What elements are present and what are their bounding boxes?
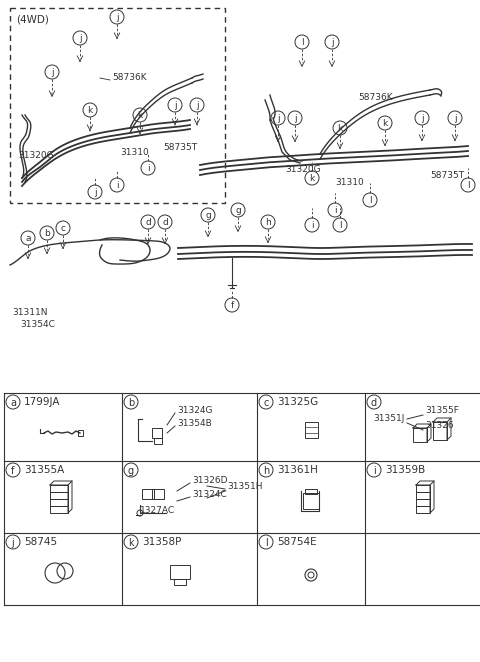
Text: d: d bbox=[145, 218, 151, 227]
Text: 31351H: 31351H bbox=[227, 482, 263, 491]
Text: 31358P: 31358P bbox=[142, 537, 181, 547]
Bar bbox=[303, 493, 319, 509]
Text: b: b bbox=[128, 397, 134, 408]
Text: j: j bbox=[276, 114, 279, 123]
Text: j: j bbox=[51, 68, 53, 77]
Text: 31326D: 31326D bbox=[192, 476, 228, 485]
Bar bbox=[10, 8, 225, 203]
Bar bbox=[433, 422, 447, 440]
Text: 31351J: 31351J bbox=[373, 414, 404, 423]
Text: i: i bbox=[311, 221, 313, 230]
Text: l: l bbox=[467, 181, 469, 190]
Text: 58736K: 58736K bbox=[358, 93, 393, 102]
Bar bbox=[174, 579, 186, 585]
Text: j: j bbox=[116, 13, 118, 22]
Text: l: l bbox=[264, 538, 267, 547]
Text: j: j bbox=[94, 188, 96, 197]
Text: h: h bbox=[265, 218, 271, 227]
Bar bbox=[416, 492, 430, 499]
Text: k: k bbox=[337, 124, 343, 133]
Text: j: j bbox=[420, 114, 423, 123]
Bar bbox=[413, 428, 427, 442]
Text: 31320G: 31320G bbox=[18, 151, 54, 160]
Text: 31361H: 31361H bbox=[277, 465, 318, 475]
Text: c: c bbox=[60, 224, 65, 233]
Text: i: i bbox=[372, 465, 375, 475]
Text: g: g bbox=[128, 465, 134, 475]
Text: j: j bbox=[79, 34, 81, 43]
Text: 1799JA: 1799JA bbox=[24, 397, 60, 407]
Bar bbox=[78, 430, 83, 436]
Text: g: g bbox=[235, 206, 241, 215]
Bar bbox=[416, 499, 430, 506]
Text: 31355F: 31355F bbox=[425, 406, 459, 415]
Text: 31320G: 31320G bbox=[285, 165, 321, 174]
Bar bbox=[50, 485, 68, 492]
Text: 31326: 31326 bbox=[425, 421, 454, 430]
Text: 31324C: 31324C bbox=[192, 490, 227, 499]
Text: j: j bbox=[174, 101, 176, 110]
Bar bbox=[152, 428, 162, 438]
Text: f: f bbox=[230, 301, 234, 310]
Text: d: d bbox=[371, 397, 377, 408]
Bar bbox=[142, 489, 154, 499]
Text: 31324G: 31324G bbox=[177, 406, 213, 415]
Text: a: a bbox=[10, 397, 16, 408]
Text: 58735T: 58735T bbox=[430, 171, 464, 180]
Text: 31354C: 31354C bbox=[20, 320, 55, 329]
Text: l: l bbox=[369, 196, 372, 205]
Text: 31359B: 31359B bbox=[385, 465, 425, 475]
Text: i: i bbox=[116, 181, 118, 190]
Bar bbox=[50, 492, 68, 499]
Text: i: i bbox=[147, 164, 149, 173]
Bar bbox=[416, 506, 430, 513]
Bar bbox=[152, 489, 164, 499]
Text: (4WD): (4WD) bbox=[16, 14, 49, 24]
Bar bbox=[305, 422, 318, 438]
Bar bbox=[50, 499, 68, 506]
Text: j: j bbox=[12, 538, 14, 547]
Bar bbox=[154, 438, 162, 444]
Text: k: k bbox=[310, 174, 314, 183]
Bar bbox=[305, 489, 317, 494]
Text: k: k bbox=[137, 111, 143, 120]
Text: 31355A: 31355A bbox=[24, 465, 64, 475]
Text: 31311N: 31311N bbox=[12, 308, 48, 317]
Text: i: i bbox=[334, 206, 336, 215]
Text: 58745: 58745 bbox=[24, 537, 57, 547]
Text: k: k bbox=[128, 538, 134, 547]
Bar bbox=[50, 506, 68, 513]
Bar bbox=[416, 485, 430, 492]
Text: f: f bbox=[12, 465, 15, 475]
Text: k: k bbox=[87, 106, 93, 115]
Text: 31325G: 31325G bbox=[277, 397, 318, 407]
Bar bbox=[170, 565, 190, 579]
Text: d: d bbox=[162, 218, 168, 227]
Text: j: j bbox=[196, 101, 198, 110]
Text: k: k bbox=[383, 119, 388, 128]
Text: 1327AC: 1327AC bbox=[140, 506, 175, 515]
Text: 58754E: 58754E bbox=[277, 537, 317, 547]
Text: l: l bbox=[339, 221, 341, 230]
Text: a: a bbox=[25, 234, 31, 243]
Text: l: l bbox=[300, 38, 303, 47]
Text: b: b bbox=[44, 229, 50, 238]
Text: 31354B: 31354B bbox=[177, 419, 212, 428]
Text: h: h bbox=[263, 465, 269, 475]
Text: c: c bbox=[264, 397, 269, 408]
Text: 58736K: 58736K bbox=[112, 73, 146, 82]
Text: 31310: 31310 bbox=[120, 148, 149, 157]
Text: j: j bbox=[454, 114, 456, 123]
Text: 58735T: 58735T bbox=[163, 143, 197, 152]
Text: g: g bbox=[205, 211, 211, 220]
Text: j: j bbox=[331, 38, 333, 47]
Text: j: j bbox=[294, 114, 296, 123]
Text: 31310: 31310 bbox=[335, 178, 364, 187]
